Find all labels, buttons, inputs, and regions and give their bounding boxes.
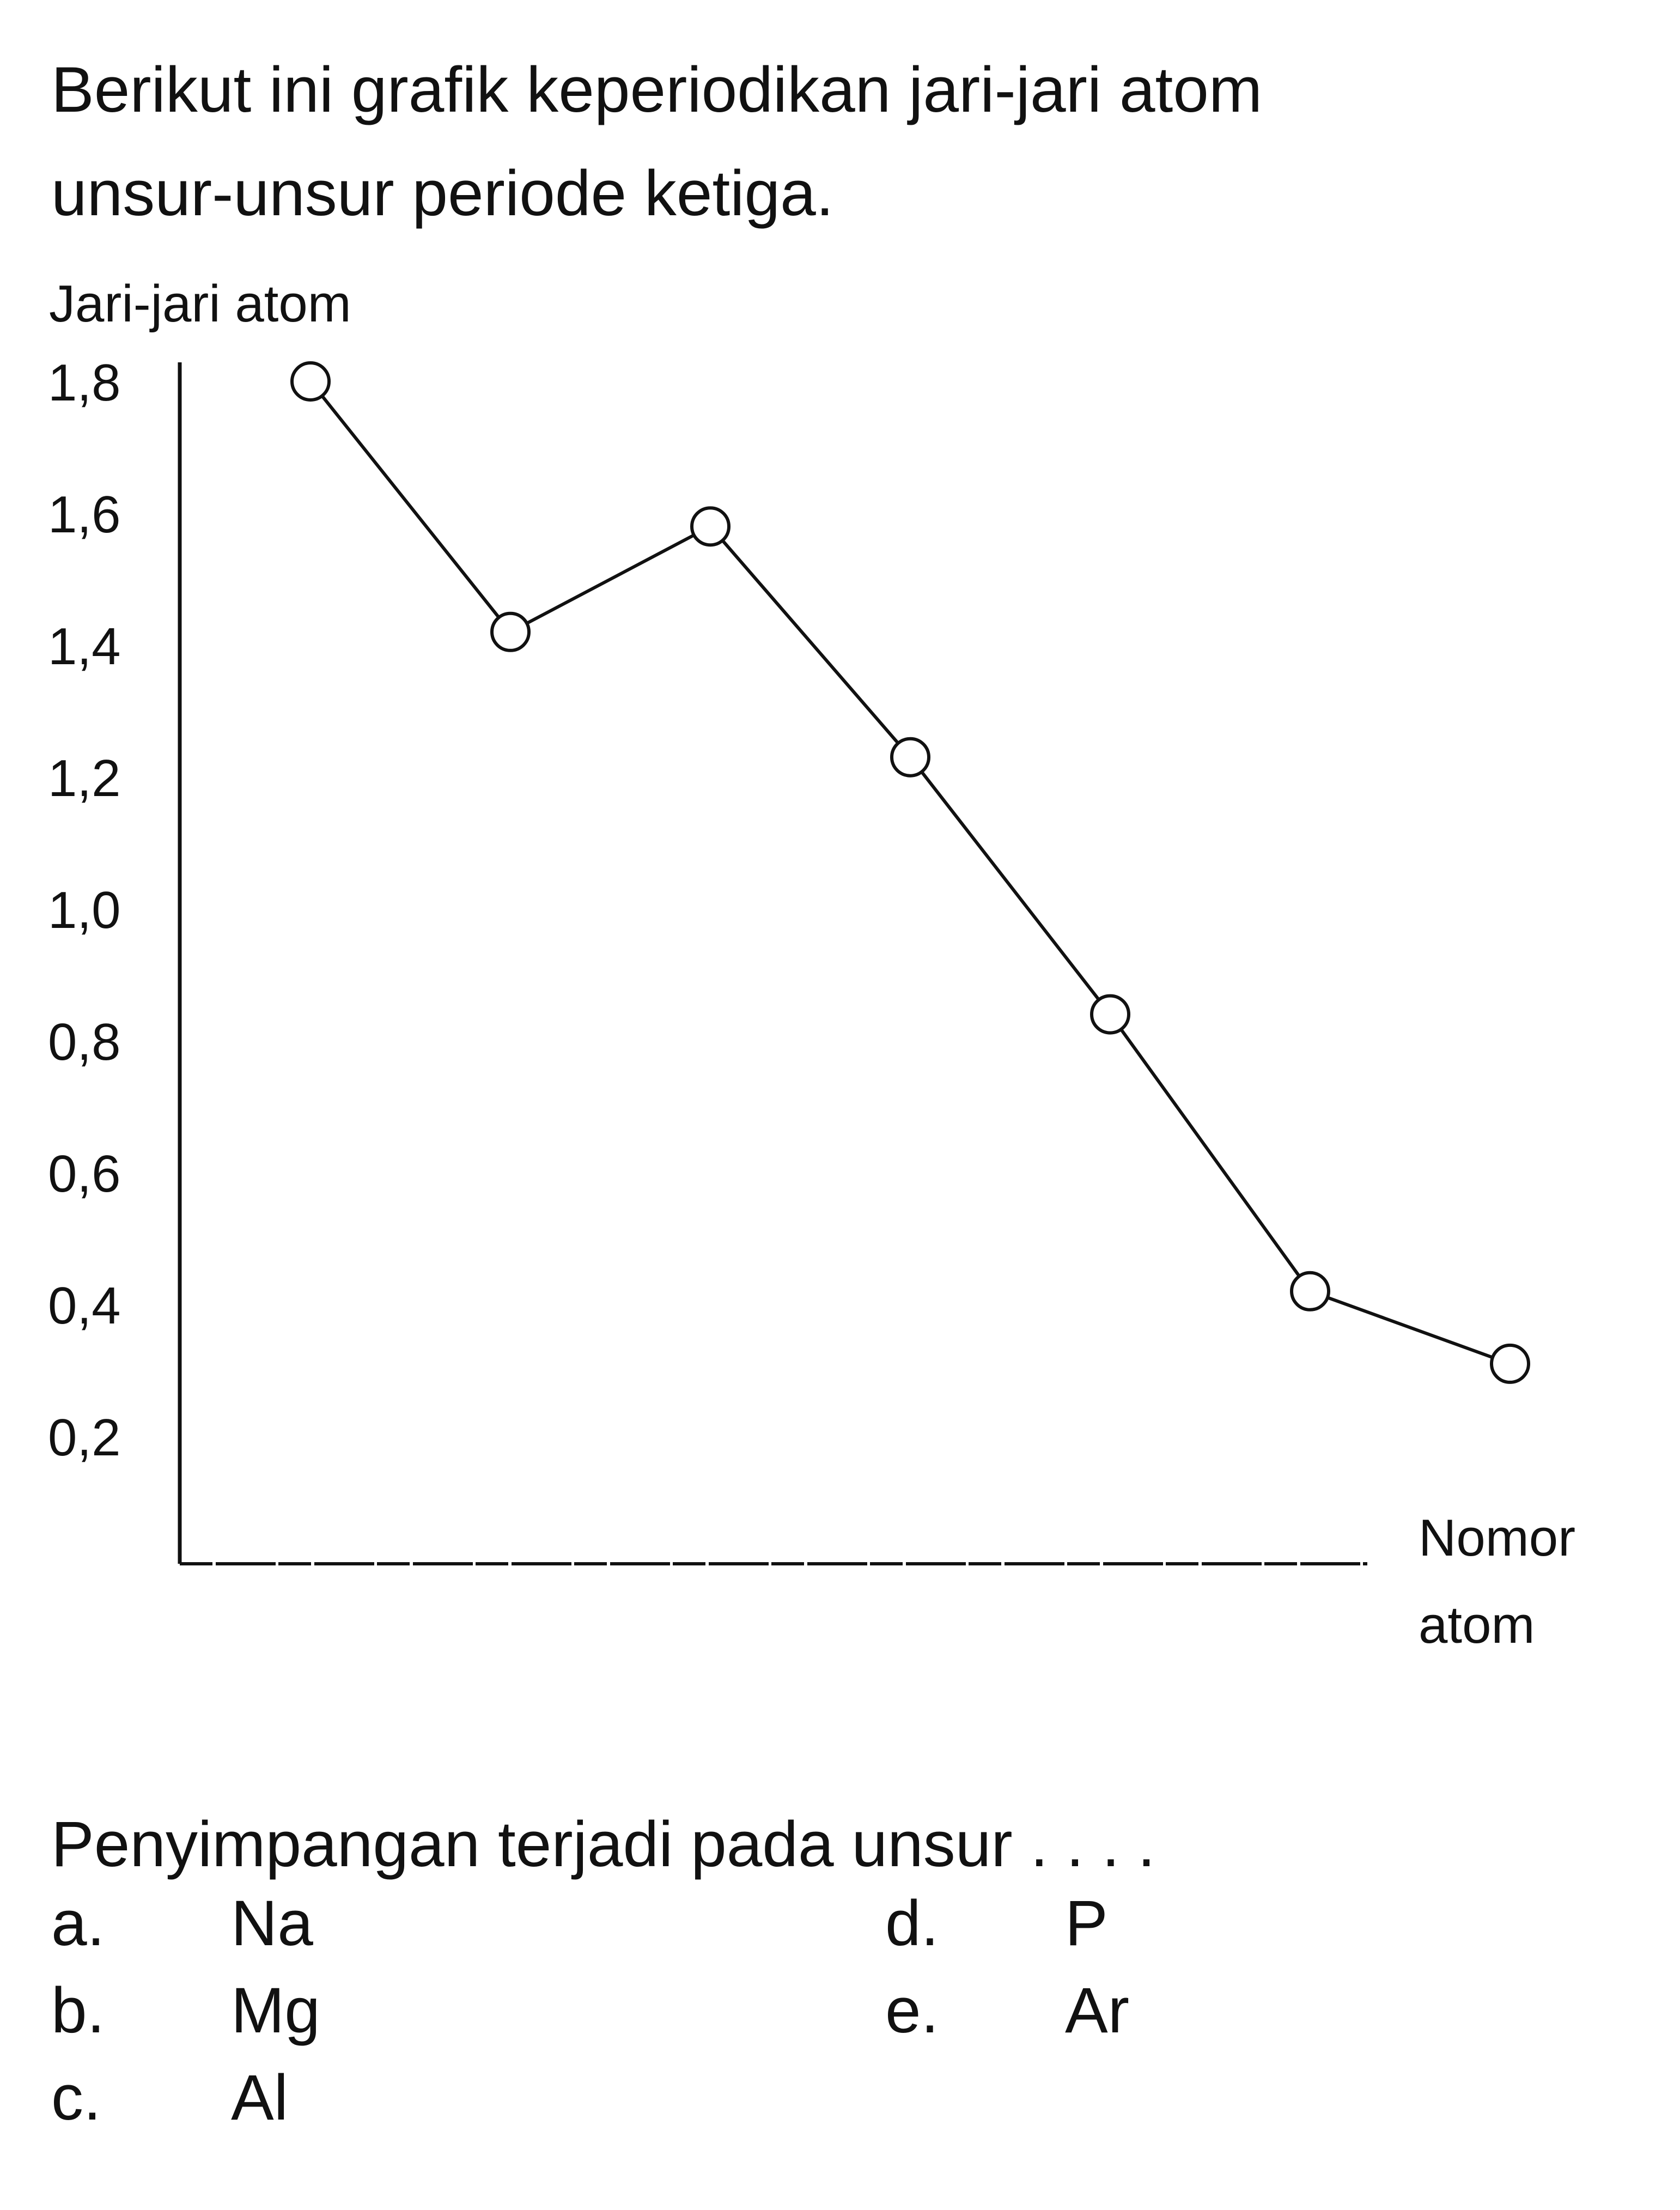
y-tick-label: 0,6 <box>48 1145 120 1203</box>
option-e-text: Ar <box>1065 1975 1129 2047</box>
y-axis-label: Jari-jari atom <box>49 275 351 333</box>
data-points <box>290 361 1530 1384</box>
option-d-text: P <box>1065 1887 1108 1959</box>
data-point <box>690 506 731 547</box>
option-b-letter: b. <box>51 1975 105 2047</box>
series-line <box>309 380 1511 1365</box>
option-a[interactable]: a. Na <box>51 1883 313 1964</box>
answer-prompt: Penyimpangan terjadi pada unsur . . . . <box>51 1808 1155 1880</box>
option-a-text: Na <box>231 1887 313 1959</box>
y-tick-label: 1,4 <box>48 617 120 676</box>
y-tick-label: 0,2 <box>48 1408 120 1467</box>
data-point <box>490 611 531 652</box>
option-c[interactable]: c. Al <box>51 2057 288 2139</box>
option-b-text: Mg <box>231 1975 320 2047</box>
y-tick-label: 1,0 <box>48 881 120 939</box>
option-c-text: Al <box>231 2062 288 2134</box>
question-line-1: Berikut ini grafik keperiodikan jari-jar… <box>51 54 1263 126</box>
option-e-letter: e. <box>885 1975 939 2047</box>
data-point <box>1090 994 1130 1035</box>
option-b[interactable]: b. Mg <box>51 1970 320 2051</box>
x-axis-label-line-2: atom <box>1419 1596 1535 1654</box>
option-d[interactable]: d. P <box>885 1883 1108 1964</box>
x-axis-label-line-1: Nomor <box>1419 1509 1575 1567</box>
y-tick-label: 0,4 <box>48 1277 120 1335</box>
question-text: Berikut ini grafik keperiodikan jari-jar… <box>51 38 1631 245</box>
question-line-2: unsur-unsur periode ketiga. <box>51 157 834 229</box>
option-c-letter: c. <box>51 2062 101 2134</box>
option-a-letter: a. <box>51 1887 105 1959</box>
data-point <box>890 737 930 778</box>
y-tick-label: 0,8 <box>48 1013 120 1071</box>
atomic-radius-chart: Jari-jari atom Nomor atom 1,81,61,41,21,… <box>48 275 1575 1654</box>
option-e[interactable]: e. Ar <box>885 1970 1129 2051</box>
option-d-letter: d. <box>885 1887 939 1959</box>
y-tick-label: 1,2 <box>48 749 120 807</box>
data-point <box>1490 1343 1530 1384</box>
y-tick-labels: 1,8 1,6 1,4 1,2 1,0 0,8 0,6 0,4 0,2 <box>48 354 120 1467</box>
data-point <box>1290 1271 1330 1312</box>
y-tick-label: 1,8 <box>48 354 120 412</box>
y-tick-label: 1,6 <box>48 485 120 544</box>
data-point <box>290 361 331 402</box>
